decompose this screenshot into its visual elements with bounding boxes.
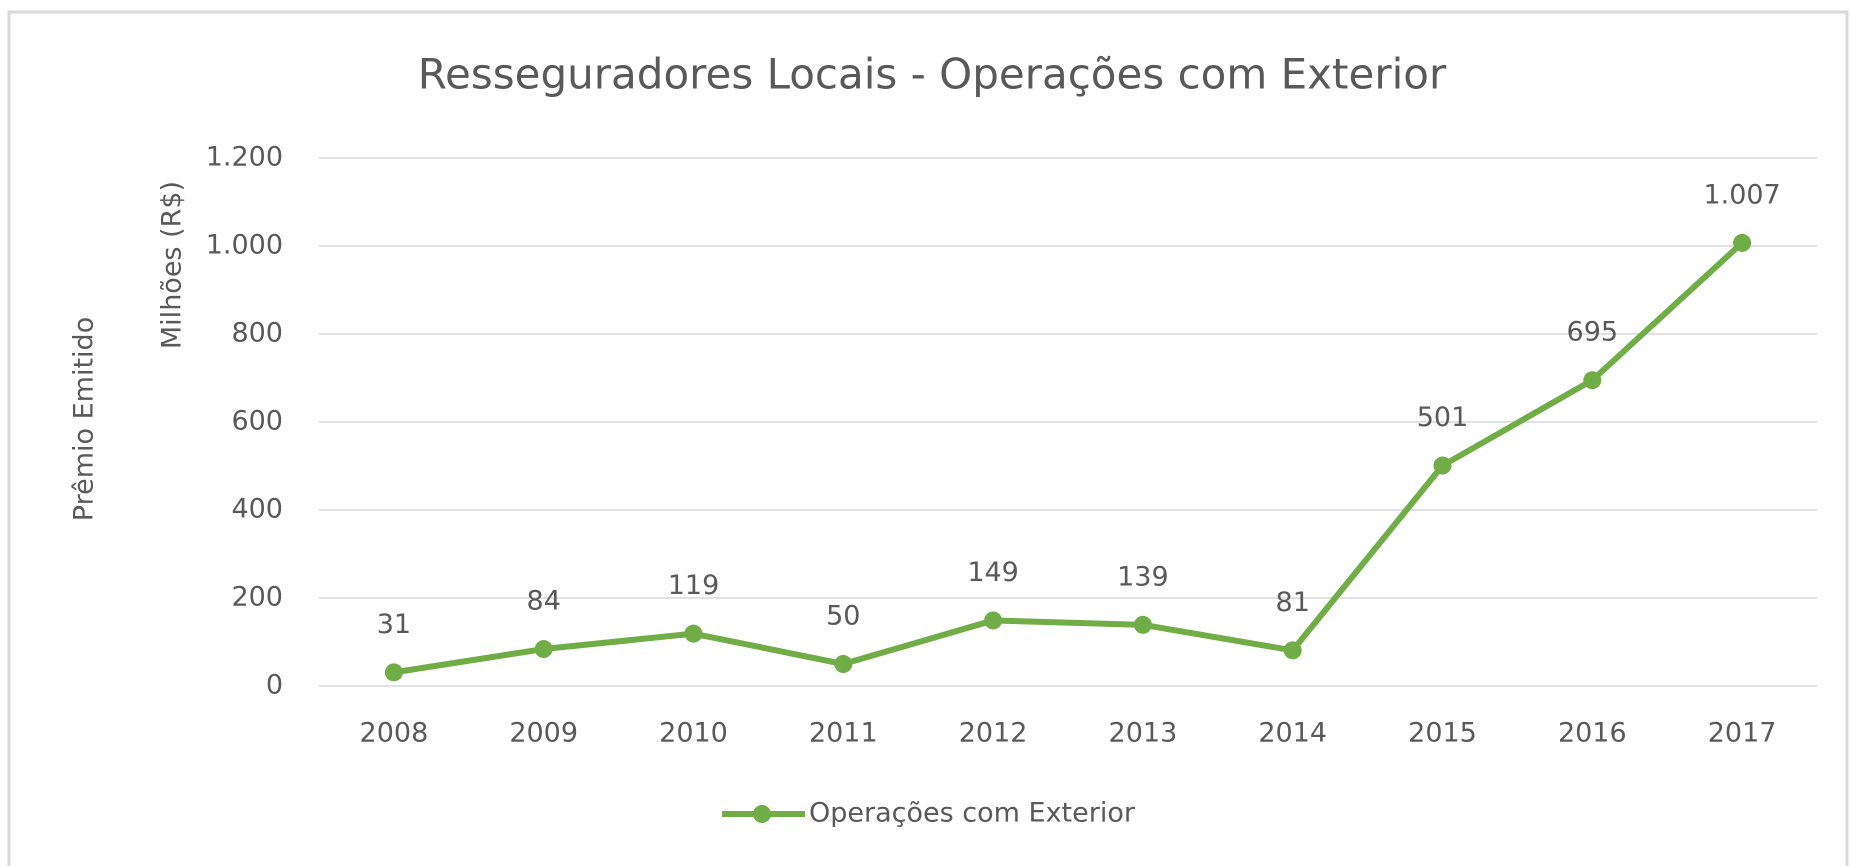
x-tick-label: 2009 [509, 718, 578, 749]
data-point [684, 624, 703, 643]
data-label: 695 [1567, 317, 1619, 348]
x-tick-label: 2013 [1109, 718, 1178, 749]
x-tick-label: 2010 [659, 718, 728, 749]
data-point [534, 640, 553, 659]
x-tick-label: 2015 [1408, 718, 1477, 749]
y-tick-label: 0 [266, 670, 283, 701]
data-label: 1.007 [1703, 179, 1780, 210]
data-label: 139 [1117, 561, 1169, 592]
data-point [1283, 641, 1302, 660]
data-point [384, 663, 403, 682]
data-point [834, 655, 853, 673]
data-label: 84 [527, 586, 561, 617]
y-tick-label: 800 [231, 318, 283, 349]
data-point [1133, 615, 1152, 634]
x-tick-label: 2011 [809, 718, 878, 749]
x-tick-label: 2008 [360, 718, 429, 749]
data-label: 119 [668, 570, 720, 601]
series-line [393, 240, 1745, 676]
chart-frame [7, 10, 1849, 866]
data-label: 81 [1276, 587, 1310, 618]
data-point [1583, 371, 1602, 390]
y-tick-label: 600 [231, 406, 283, 437]
y-axis-label: Milhões (R$) [157, 181, 188, 349]
data-point [1433, 456, 1452, 475]
y-tick-label: 200 [231, 582, 283, 613]
legend-label: Operações com Exterior [809, 798, 1136, 829]
data-point [1733, 233, 1752, 252]
data-label: 149 [967, 557, 1019, 588]
x-tick-label: 2012 [959, 718, 1028, 749]
y-tick-label: 1.000 [206, 230, 283, 261]
x-tick-label: 2014 [1258, 718, 1327, 749]
y-tick-label: 1.200 [206, 142, 283, 173]
legend-marker [753, 805, 771, 823]
y-axis-label: Prêmio Emitido [69, 317, 100, 521]
x-tick-label: 2016 [1558, 718, 1627, 749]
data-label: 31 [377, 609, 411, 640]
x-tick-label: 2017 [1708, 718, 1777, 749]
data-label: 501 [1417, 402, 1469, 433]
data-point [984, 611, 1003, 630]
chart-title: Resseguradores Locais - Operações com Ex… [418, 50, 1447, 99]
y-tick-label: 400 [231, 494, 283, 525]
data-label: 50 [826, 601, 860, 632]
